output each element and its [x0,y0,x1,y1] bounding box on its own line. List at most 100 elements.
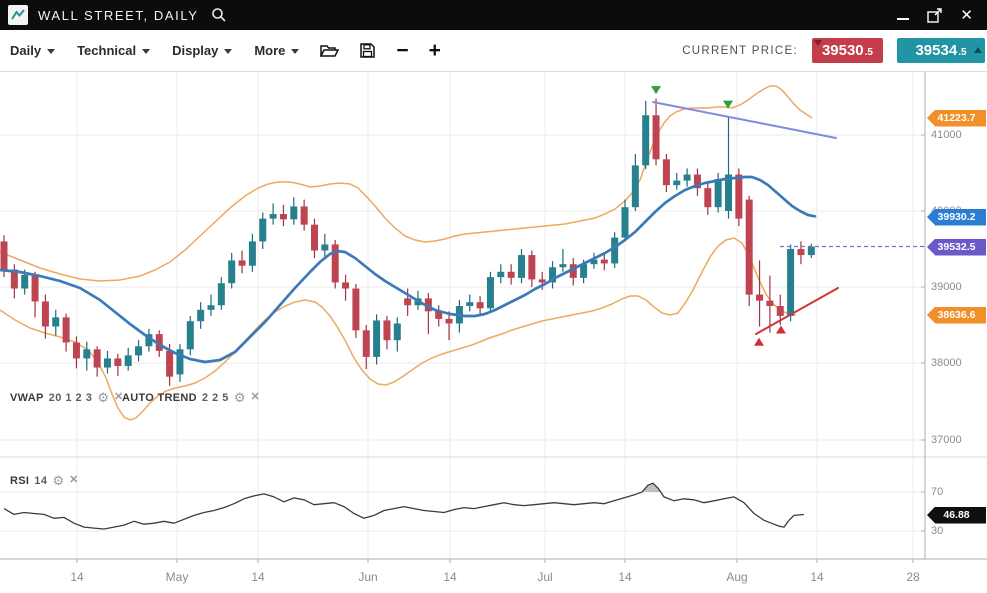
save-icon[interactable] [359,42,376,59]
candle-down [476,302,484,309]
candle-up [621,207,629,238]
price-down-arrow-icon [813,40,822,46]
buy-price-badge[interactable]: 39534 .5 [897,38,985,63]
settings-gear-icon[interactable]: ⚙ [97,390,110,405]
candle-down [362,330,370,357]
candle-up [176,349,184,375]
zoom-out-glyph: − [396,39,409,62]
candle-down [10,269,18,289]
popout-button[interactable] [926,7,943,24]
candle-up [186,321,194,350]
candle-up [197,309,205,322]
buy-price-decimal: .5 [958,47,967,58]
price-axis-label: 38000 [931,357,962,369]
price-axis-label: 41000 [931,129,962,141]
remove-indicator-icon[interactable]: ✕ [69,474,79,486]
candle-down [166,350,174,377]
menu-technical[interactable]: Technical [77,43,151,58]
candle-up [269,214,277,219]
candle-down [331,244,339,283]
candle-up [673,180,681,186]
auto-trend-line [652,101,837,139]
candle-down [507,271,515,278]
date-axis-label: 14 [618,570,632,584]
candle-up [259,218,267,242]
menu-timeframe[interactable]: Daily [10,43,56,58]
settings-gear-icon[interactable]: ⚙ [233,390,246,405]
candle-down [662,159,670,186]
candle-up [486,277,494,309]
minimize-button[interactable] [897,10,910,20]
candle-down [238,260,246,266]
menu-label: Daily [10,43,42,58]
rsi-axis-label: 30 [931,525,944,537]
candle-up [83,349,91,359]
zoom-in-icon[interactable]: + [429,40,441,61]
candle-down [279,214,287,220]
rsi-overbought-fill [642,483,661,492]
candle-up [631,165,639,208]
date-axis-label: 14 [251,570,265,584]
candle-down [735,174,743,219]
menu-display[interactable]: Display [172,43,233,58]
candle-up [104,358,111,368]
candle-down [435,311,443,319]
open-folder-icon[interactable] [319,42,340,59]
price-tag: 39532.5 [927,238,986,256]
candle-up [611,237,619,264]
menu-label: Technical [77,43,137,58]
date-axis-label: 28 [906,570,920,584]
candle-up [518,255,525,278]
candle-up [228,260,236,284]
indicator-name: AUTO TREND [122,391,197,404]
candle-down [0,241,8,270]
candle-up [497,271,505,278]
candle-down [600,259,608,264]
rsi-axis-label: 70 [931,486,944,498]
price-up-arrow-icon [974,47,982,53]
zoom-out-icon[interactable]: − [396,40,408,61]
indicator-label-rsi: RSI 14 ⚙ ✕ [10,474,78,487]
candle-up [124,355,132,367]
current-price-label: CURRENT PRICE: [682,44,798,57]
candle-down [528,255,536,280]
candle-up [683,174,691,181]
remove-indicator-icon[interactable]: ✕ [114,391,124,403]
date-axis-label: 14 [443,570,457,584]
candle-up [590,259,598,265]
settings-gear-icon[interactable]: ⚙ [52,473,65,488]
price-axis-label: 39000 [931,281,962,293]
candle-up [321,244,329,251]
candle-up [290,206,298,220]
date-axis-label: May [165,570,189,584]
menu-more[interactable]: More [254,43,300,58]
candle-down [383,320,391,341]
indicator-label-vwap: VWAP 20 1 2 3 ⚙ ✕ [10,391,123,404]
swing-high-marker [651,86,661,95]
candle-up [207,305,215,310]
sell-price-badge[interactable]: 39530 .5 [811,38,883,63]
rsi-pane[interactable] [0,458,925,558]
candle-down [93,349,101,368]
candle-up [580,264,588,278]
remove-indicator-icon[interactable]: ✕ [250,391,260,403]
candle-down [424,298,432,312]
menu-label: More [254,43,286,58]
chevron-down-icon [224,49,233,54]
price-axis-label: 37000 [931,434,962,446]
swing-low-marker [776,325,786,334]
candle-up [135,346,143,356]
candle-down [538,279,546,283]
close-button[interactable]: ✕ [960,6,973,24]
candle-up [145,334,153,347]
candle-down [797,249,805,256]
menu-label: Display [172,43,219,58]
date-axis-label: Jul [537,570,553,584]
candle-up [217,283,225,306]
candle-up [787,249,795,316]
indicator-params: 2 2 5 [201,391,229,404]
lower-band-line [0,237,797,421]
swing-low-marker [754,337,764,346]
search-icon[interactable] [211,7,227,23]
